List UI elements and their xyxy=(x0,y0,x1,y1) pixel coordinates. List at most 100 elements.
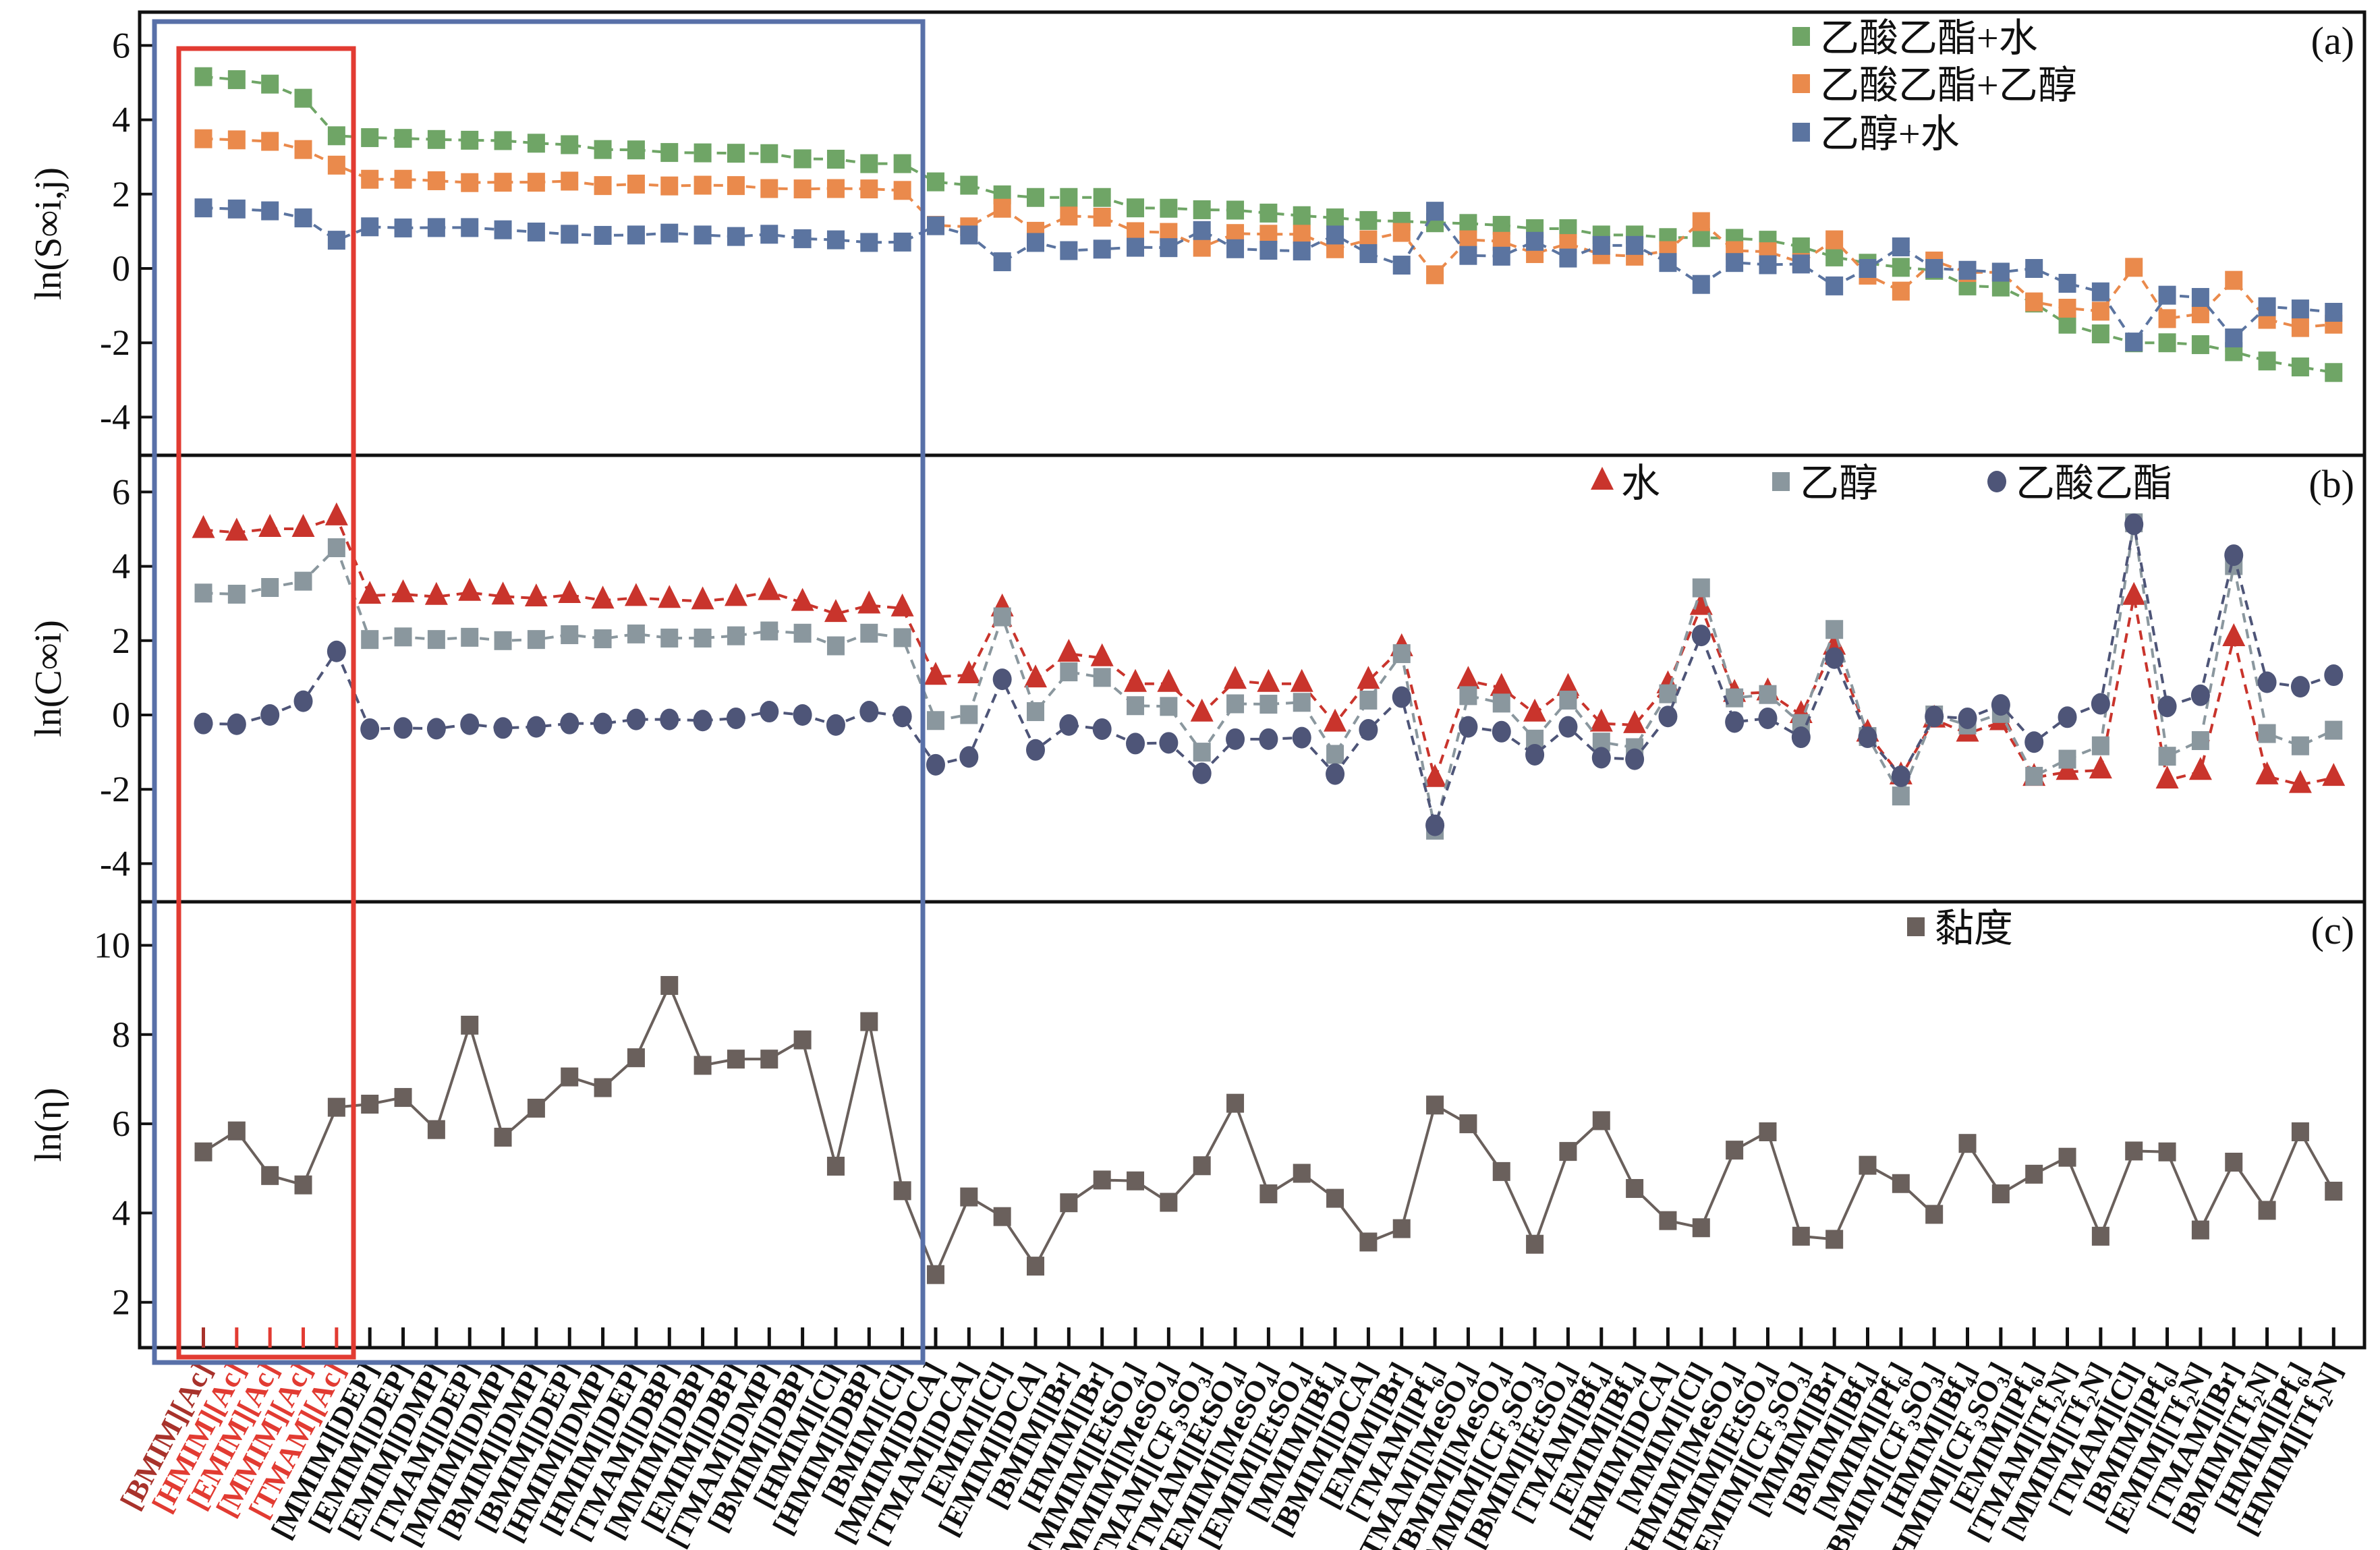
legend-marker xyxy=(1792,123,1810,142)
data-point xyxy=(693,143,712,163)
data-point xyxy=(258,513,282,537)
data-point xyxy=(2325,363,2343,382)
legend-label: 乙酸乙酯+水 xyxy=(1820,16,2038,60)
data-point xyxy=(261,578,279,598)
data-point xyxy=(227,584,246,604)
data-point xyxy=(693,225,712,245)
data-point xyxy=(1159,732,1179,754)
data-point xyxy=(493,717,513,739)
data-point xyxy=(727,144,745,163)
data-point xyxy=(2322,763,2346,786)
data-point xyxy=(394,218,412,237)
data-point xyxy=(1892,237,1910,257)
data-point xyxy=(594,225,612,245)
data-point xyxy=(826,636,845,656)
data-point xyxy=(1193,237,1211,257)
data-point xyxy=(626,708,646,730)
data-point xyxy=(758,577,781,600)
data-point xyxy=(2158,333,2176,353)
data-point xyxy=(1257,668,1280,692)
data-point xyxy=(527,173,545,192)
y-tick-label: 2 xyxy=(112,621,130,661)
data-point xyxy=(959,746,979,768)
data-point xyxy=(361,217,379,237)
data-point xyxy=(561,625,579,644)
data-point xyxy=(993,607,1011,627)
legend-marker xyxy=(1987,471,2006,492)
data-point xyxy=(1859,1155,1877,1175)
data-point xyxy=(1224,666,1247,689)
data-point xyxy=(2258,724,2276,743)
data-point xyxy=(926,216,944,235)
data-point xyxy=(1692,275,1710,294)
data-point xyxy=(1293,1164,1311,1183)
data-point xyxy=(627,225,645,245)
data-point xyxy=(1060,206,1078,226)
data-point xyxy=(1459,246,1477,265)
data-point xyxy=(1160,1193,1178,1212)
data-point xyxy=(1292,726,1311,749)
data-point xyxy=(860,233,878,252)
data-point xyxy=(1293,206,1311,225)
data-point xyxy=(527,1098,545,1118)
data-point xyxy=(1892,258,1910,277)
data-point xyxy=(1027,1257,1044,1276)
data-point xyxy=(1958,1134,1977,1153)
data-point xyxy=(2225,270,2243,290)
data-point xyxy=(1259,241,1278,260)
data-point xyxy=(2025,1164,2043,1184)
data-point xyxy=(2258,351,2276,371)
data-point xyxy=(960,175,978,195)
data-point xyxy=(824,599,847,623)
data-point xyxy=(1426,1095,1444,1115)
legend-item: 乙醇 xyxy=(1772,461,1878,505)
data-point xyxy=(2091,1226,2109,1246)
data-point xyxy=(2224,544,2244,567)
data-point xyxy=(1859,259,1877,278)
data-point xyxy=(2191,335,2209,354)
legend-item: 乙酸乙酯 xyxy=(1987,461,2172,505)
data-point xyxy=(1925,259,1944,278)
data-point xyxy=(327,155,345,175)
data-point xyxy=(2058,298,2076,318)
data-point xyxy=(2191,1220,2209,1240)
data-point xyxy=(726,707,745,729)
data-point xyxy=(993,198,1011,218)
data-point xyxy=(1027,188,1044,207)
data-point xyxy=(394,129,412,148)
data-point xyxy=(394,627,412,647)
data-point xyxy=(2190,684,2210,706)
data-point xyxy=(1458,716,1478,738)
data-point xyxy=(461,130,479,150)
data-point xyxy=(760,179,778,198)
data-point xyxy=(760,144,778,163)
data-point xyxy=(358,581,382,604)
data-point xyxy=(1556,672,1580,696)
data-point xyxy=(1592,235,1610,255)
data-point xyxy=(361,169,379,189)
data-point xyxy=(693,1056,712,1075)
data-point xyxy=(460,713,480,735)
data-point xyxy=(1359,210,1378,230)
data-point xyxy=(1825,1230,1844,1249)
data-point xyxy=(893,628,911,648)
data-point xyxy=(1027,233,1044,252)
y-tick-label: -2 xyxy=(100,322,130,363)
y-axis-title: ln(η) xyxy=(28,1087,69,1161)
data-point xyxy=(627,140,645,160)
data-point xyxy=(793,623,812,643)
data-point xyxy=(324,502,348,525)
data-point xyxy=(524,583,548,606)
data-point xyxy=(2025,766,2043,786)
data-point xyxy=(1591,747,1611,769)
legend-marker xyxy=(1792,27,1810,46)
data-point xyxy=(227,713,246,735)
data-point xyxy=(427,171,445,190)
data-point xyxy=(1093,668,1111,687)
data-point xyxy=(859,701,879,723)
data-point xyxy=(294,88,312,108)
data-point xyxy=(1492,246,1510,266)
data-point xyxy=(1326,208,1344,228)
